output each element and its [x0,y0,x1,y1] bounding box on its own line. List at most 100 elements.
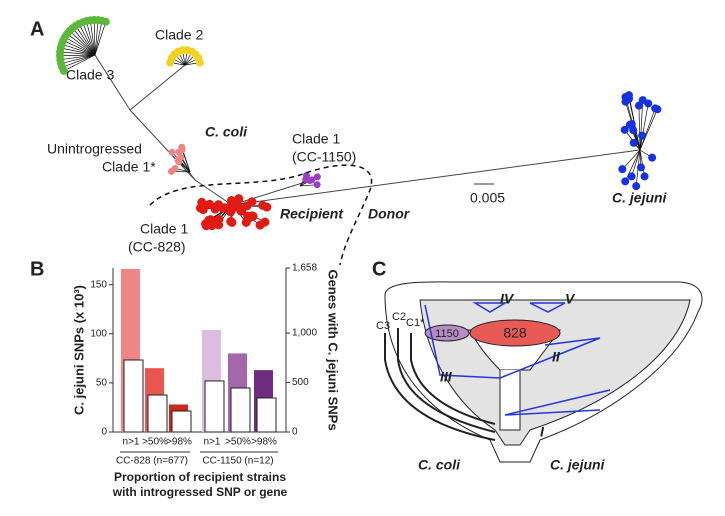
y2-tick-label: 1,658 [292,263,317,274]
isolate [648,153,657,162]
group-label: CC-1150 (n=12) [202,456,273,467]
isolate [634,101,643,110]
branch [94,20,99,56]
branch [622,149,641,170]
branch [89,20,96,56]
isolate [313,181,321,189]
branch [194,179,233,206]
isolate [197,197,207,207]
isolate [260,217,270,227]
branch [93,20,96,56]
clade-label: Clade 1 [292,131,340,147]
bar [147,394,168,433]
clade-pipes [384,328,496,441]
bar [171,410,192,433]
branch [60,54,96,61]
y2-tick-label: 1,000 [292,328,317,339]
branch [631,149,641,177]
isolate [218,203,228,213]
node-label: 1150 [435,328,459,340]
branch [82,22,96,56]
bar [204,380,225,433]
branch [78,23,96,56]
introgression-boundary [149,164,373,266]
cc1150-node [424,324,470,342]
clade-label: Clade 2 [155,27,203,43]
isolate [629,138,638,147]
isolate [306,177,314,185]
funnel-stem [499,370,521,431]
branch [94,21,107,56]
clade-label: Clade 3 [66,67,114,83]
phylogenetic-tree [56,16,662,231]
clade-label: (CC-828) [128,239,186,255]
gene-flow-arrows [424,302,611,416]
branch [129,109,196,181]
x-tick-label: n>1 [204,437,221,448]
recipient-label: Recipient [280,206,344,222]
branch [639,108,656,151]
route-label: I [540,424,545,440]
species-label: C. jejuni [550,457,606,473]
isolate [241,217,251,227]
pipe-label: C1* [406,317,425,329]
isolate [178,146,186,154]
x-tick-label: >50% [142,437,168,448]
x-axis-label: with introgressed SNP or gene [112,485,288,499]
branch [60,47,96,56]
isolate [627,172,636,181]
isolate [234,194,244,204]
clade-label: (CC-1150) [292,149,356,165]
isolate [618,165,627,174]
branch [66,33,96,56]
y2-tick-label: 0 [292,427,298,438]
isolate [204,215,214,225]
branch [62,54,96,68]
branch [75,25,96,56]
isolate [214,220,224,230]
branch [231,179,313,206]
node-label: 828 [503,325,527,341]
isolate [313,173,321,181]
species-label: C. coli [205,124,248,140]
branch [64,36,96,56]
isolate [210,204,220,214]
route-label: II [552,349,561,365]
isolate [101,17,110,26]
branch [72,27,96,56]
isolate [247,197,257,207]
branch [639,149,645,177]
panel-letter: A [30,18,44,40]
branch [86,20,96,56]
isolate [638,131,647,140]
isolate [644,99,653,108]
isolate [258,200,268,210]
y-tick-label: 100 [90,328,107,339]
isolate [171,164,179,172]
x-tick-label: >50% [225,437,251,448]
isolate [227,205,237,215]
y-tick-label: 150 [90,279,107,290]
branch [61,43,96,56]
pipe-label: C2 [392,311,406,323]
cc828-node [469,319,561,347]
branch [69,30,96,56]
isolate [621,177,630,186]
route-label: III [440,369,453,385]
isolate [195,58,204,67]
pipe-label: C3 [376,320,390,332]
y-tick-label: 50 [96,378,108,389]
route-label: IV [500,291,515,307]
isolate [640,172,649,181]
branch [181,149,191,173]
clade-label: Clade 1 [140,221,188,237]
clade-label: Unintrogressed [47,141,142,157]
x-tick-label: n>1 [123,437,140,448]
isolate [625,120,634,129]
isolate [632,182,641,191]
x-tick-label: >98% [166,437,192,448]
isolate [636,163,645,172]
branch [638,105,641,151]
isolate [227,196,237,206]
